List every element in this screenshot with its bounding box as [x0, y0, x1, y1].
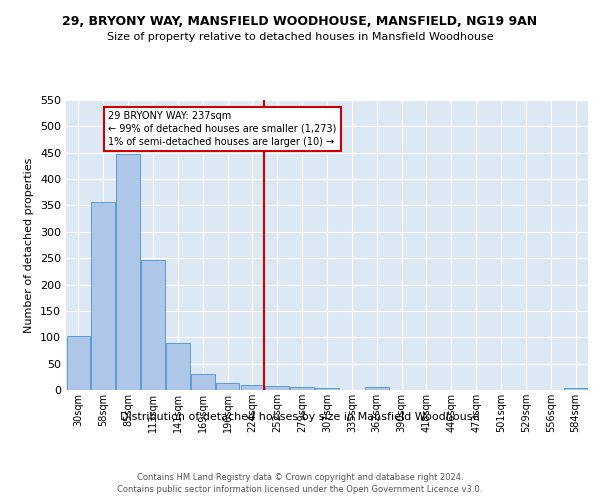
Bar: [116, 154, 140, 390]
Text: 29, BRYONY WAY, MANSFIELD WOODHOUSE, MANSFIELD, NG19 9AN: 29, BRYONY WAY, MANSFIELD WOODHOUSE, MAN…: [62, 15, 538, 28]
Y-axis label: Number of detached properties: Number of detached properties: [25, 158, 34, 332]
Text: Contains public sector information licensed under the Open Government Licence v3: Contains public sector information licen…: [118, 485, 482, 494]
Bar: [265, 386, 289, 390]
Bar: [191, 374, 215, 390]
Text: Size of property relative to detached houses in Mansfield Woodhouse: Size of property relative to detached ho…: [107, 32, 493, 42]
Bar: [315, 388, 339, 390]
Text: 29 BRYONY WAY: 237sqm
← 99% of detached houses are smaller (1,273)
1% of semi-de: 29 BRYONY WAY: 237sqm ← 99% of detached …: [108, 110, 337, 147]
Bar: [290, 388, 314, 390]
Bar: [365, 388, 389, 390]
Bar: [91, 202, 115, 390]
Text: Contains HM Land Registry data © Crown copyright and database right 2024.: Contains HM Land Registry data © Crown c…: [137, 472, 463, 482]
Bar: [141, 260, 165, 390]
Bar: [166, 343, 190, 390]
Bar: [67, 336, 90, 390]
Text: Distribution of detached houses by size in Mansfield Woodhouse: Distribution of detached houses by size …: [121, 412, 479, 422]
Bar: [241, 384, 264, 390]
Bar: [564, 388, 587, 390]
Bar: [216, 382, 239, 390]
